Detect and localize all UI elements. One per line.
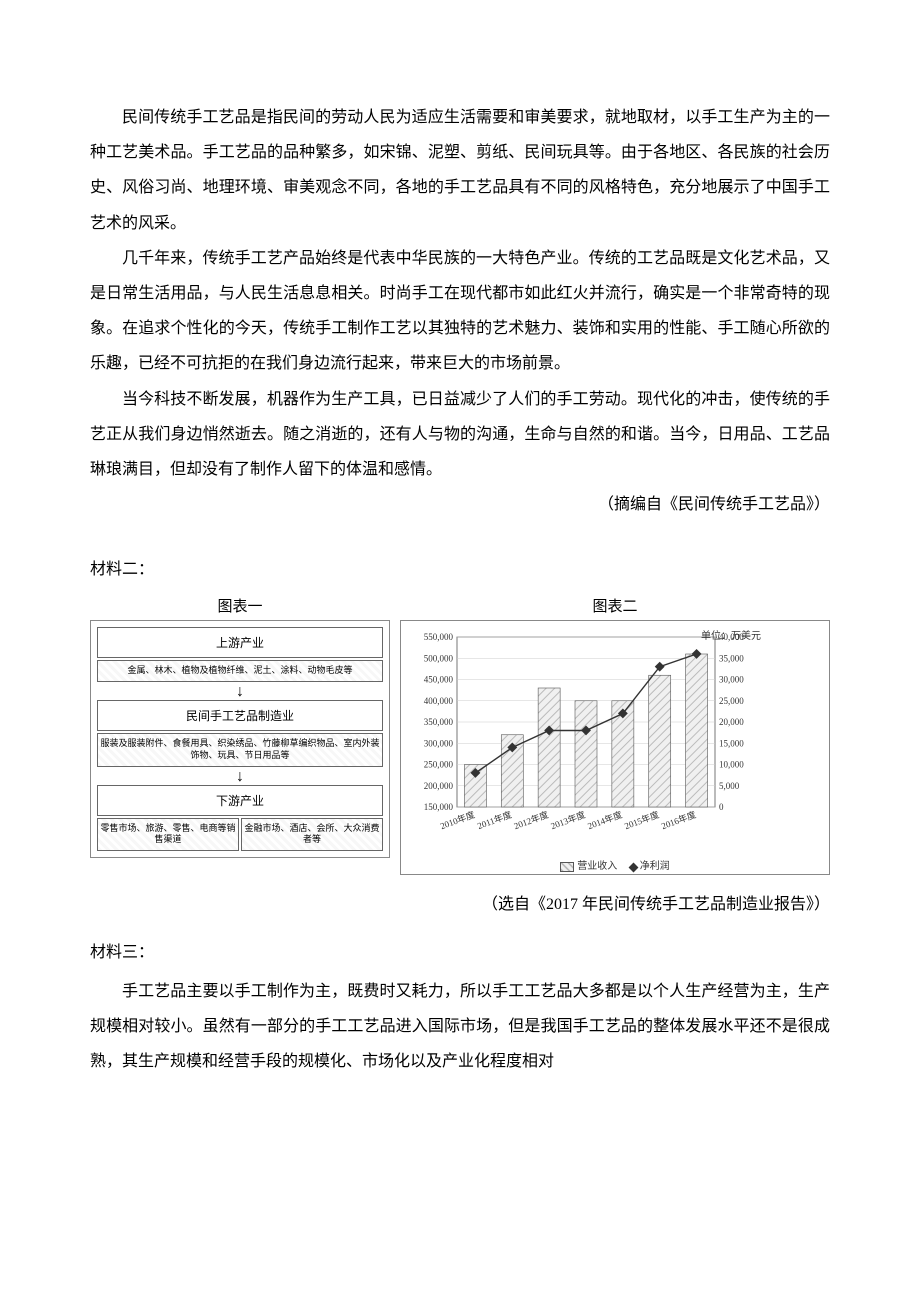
svg-text:250,000: 250,000 (424, 760, 454, 770)
svg-text:5,000: 5,000 (719, 781, 740, 791)
svg-text:400,000: 400,000 (424, 696, 454, 706)
svg-text:35,000: 35,000 (719, 654, 744, 664)
paragraph-4: 手工艺品主要以手工制作为主，既费时又耗力，所以手工工艺品大多都是以个人生产经营为… (90, 974, 830, 1080)
figure-2-title: 图表二 (400, 595, 830, 616)
flow-mid-title: 民间手工艺品制造业 (97, 700, 383, 731)
svg-text:500,000: 500,000 (424, 654, 454, 664)
svg-text:2012年度: 2012年度 (512, 809, 550, 832)
chart-legend: 营业收入 净利润 (405, 857, 825, 872)
paragraph-1: 民间传统手工艺品是指民间的劳动人民为适应生活需要和审美要求，就地取材，以手工生产… (90, 100, 830, 241)
flow-down-left: 零售市场、旅游、零售、电商等销售渠道 (97, 818, 239, 851)
document-page: 民间传统手工艺品是指民间的劳动人民为适应生活需要和审美要求，就地取材，以手工生产… (0, 0, 920, 1139)
source-citation-2: （选自《2017 年民间传统手工艺品制造业报告》） (90, 887, 830, 922)
legend-profit-marker (628, 862, 638, 872)
figure-1-container: 图表一 上游产业 金属、林木、植物及植物纤维、泥土、涂料、动物毛皮等 ↓ 民间手… (90, 595, 390, 857)
paragraph-3: 当今科技不断发展，机器作为生产工具，已日益减少了人们的手工劳动。现代化的冲击，使… (90, 382, 830, 488)
flow-down-right: 金融市场、酒店、会所、大众消费者等 (241, 818, 383, 851)
svg-text:25,000: 25,000 (719, 696, 744, 706)
flow-down-split: 零售市场、旅游、零售、电商等销售渠道 金融市场、酒店、会所、大众消费者等 (97, 818, 383, 851)
svg-text:2011年度: 2011年度 (476, 809, 513, 832)
flowchart: 上游产业 金属、林木、植物及植物纤维、泥土、涂料、动物毛皮等 ↓ 民间手工艺品制… (90, 620, 390, 857)
svg-text:20,000: 20,000 (719, 717, 744, 727)
legend-revenue-swatch (560, 862, 574, 872)
material-3-label: 材料三： (90, 935, 830, 970)
chart-wrap: 150,000 200,000 250,000 300,000 350,000 400,0… (400, 620, 830, 875)
svg-text:200,000: 200,000 (424, 781, 454, 791)
arrow-down-icon: ↓ (97, 684, 383, 700)
svg-text:550,000: 550,000 (424, 632, 454, 642)
svg-text:2016年度: 2016年度 (660, 809, 698, 832)
svg-text:150,000: 150,000 (424, 802, 454, 812)
svg-text:300,000: 300,000 (424, 739, 454, 749)
flow-mid-detail: 服装及服装附件、食餐用具、织染绣品、竹藤柳草编织物品、室内外装饰物、玩具、节日用… (97, 733, 383, 766)
svg-text:2014年度: 2014年度 (586, 809, 624, 832)
source-citation-1: （摘编自《民间传统手工艺品》） (90, 487, 830, 522)
arrow-down-icon: ↓ (97, 769, 383, 785)
svg-text:单位：万美元: 单位：万美元 (701, 629, 761, 642)
flow-upstream-detail: 金属、林木、植物及植物纤维、泥土、涂料、动物毛皮等 (97, 660, 383, 682)
svg-text:2015年度: 2015年度 (623, 809, 661, 832)
flow-upstream-title: 上游产业 (97, 627, 383, 658)
paragraph-2: 几千年来，传统手工艺产品始终是代表中华民族的一大特色产业。传统的工艺品既是文化艺… (90, 241, 830, 382)
figure-2-container: 图表二 150,000 200,000 250,000 300,000 350,000 4… (400, 595, 830, 875)
material-2-label: 材料二： (90, 552, 830, 587)
svg-text:15,000: 15,000 (719, 739, 744, 749)
svg-text:350,000: 350,000 (424, 717, 454, 727)
figure-row: 图表一 上游产业 金属、林木、植物及植物纤维、泥土、涂料、动物毛皮等 ↓ 民间手… (90, 595, 830, 875)
svg-text:450,000: 450,000 (424, 675, 454, 685)
combo-chart: 150,000 200,000 250,000 300,000 350,000 400,0… (405, 625, 765, 855)
flow-down-title: 下游产业 (97, 785, 383, 816)
svg-text:2013年度: 2013年度 (549, 809, 587, 832)
legend-profit-label: 净利润 (640, 861, 670, 872)
svg-text:30,000: 30,000 (719, 675, 744, 685)
legend-revenue-label: 营业收入 (577, 861, 617, 872)
figure-1-title: 图表一 (90, 595, 390, 616)
svg-text:10,000: 10,000 (719, 760, 744, 770)
svg-text:0: 0 (719, 802, 724, 812)
